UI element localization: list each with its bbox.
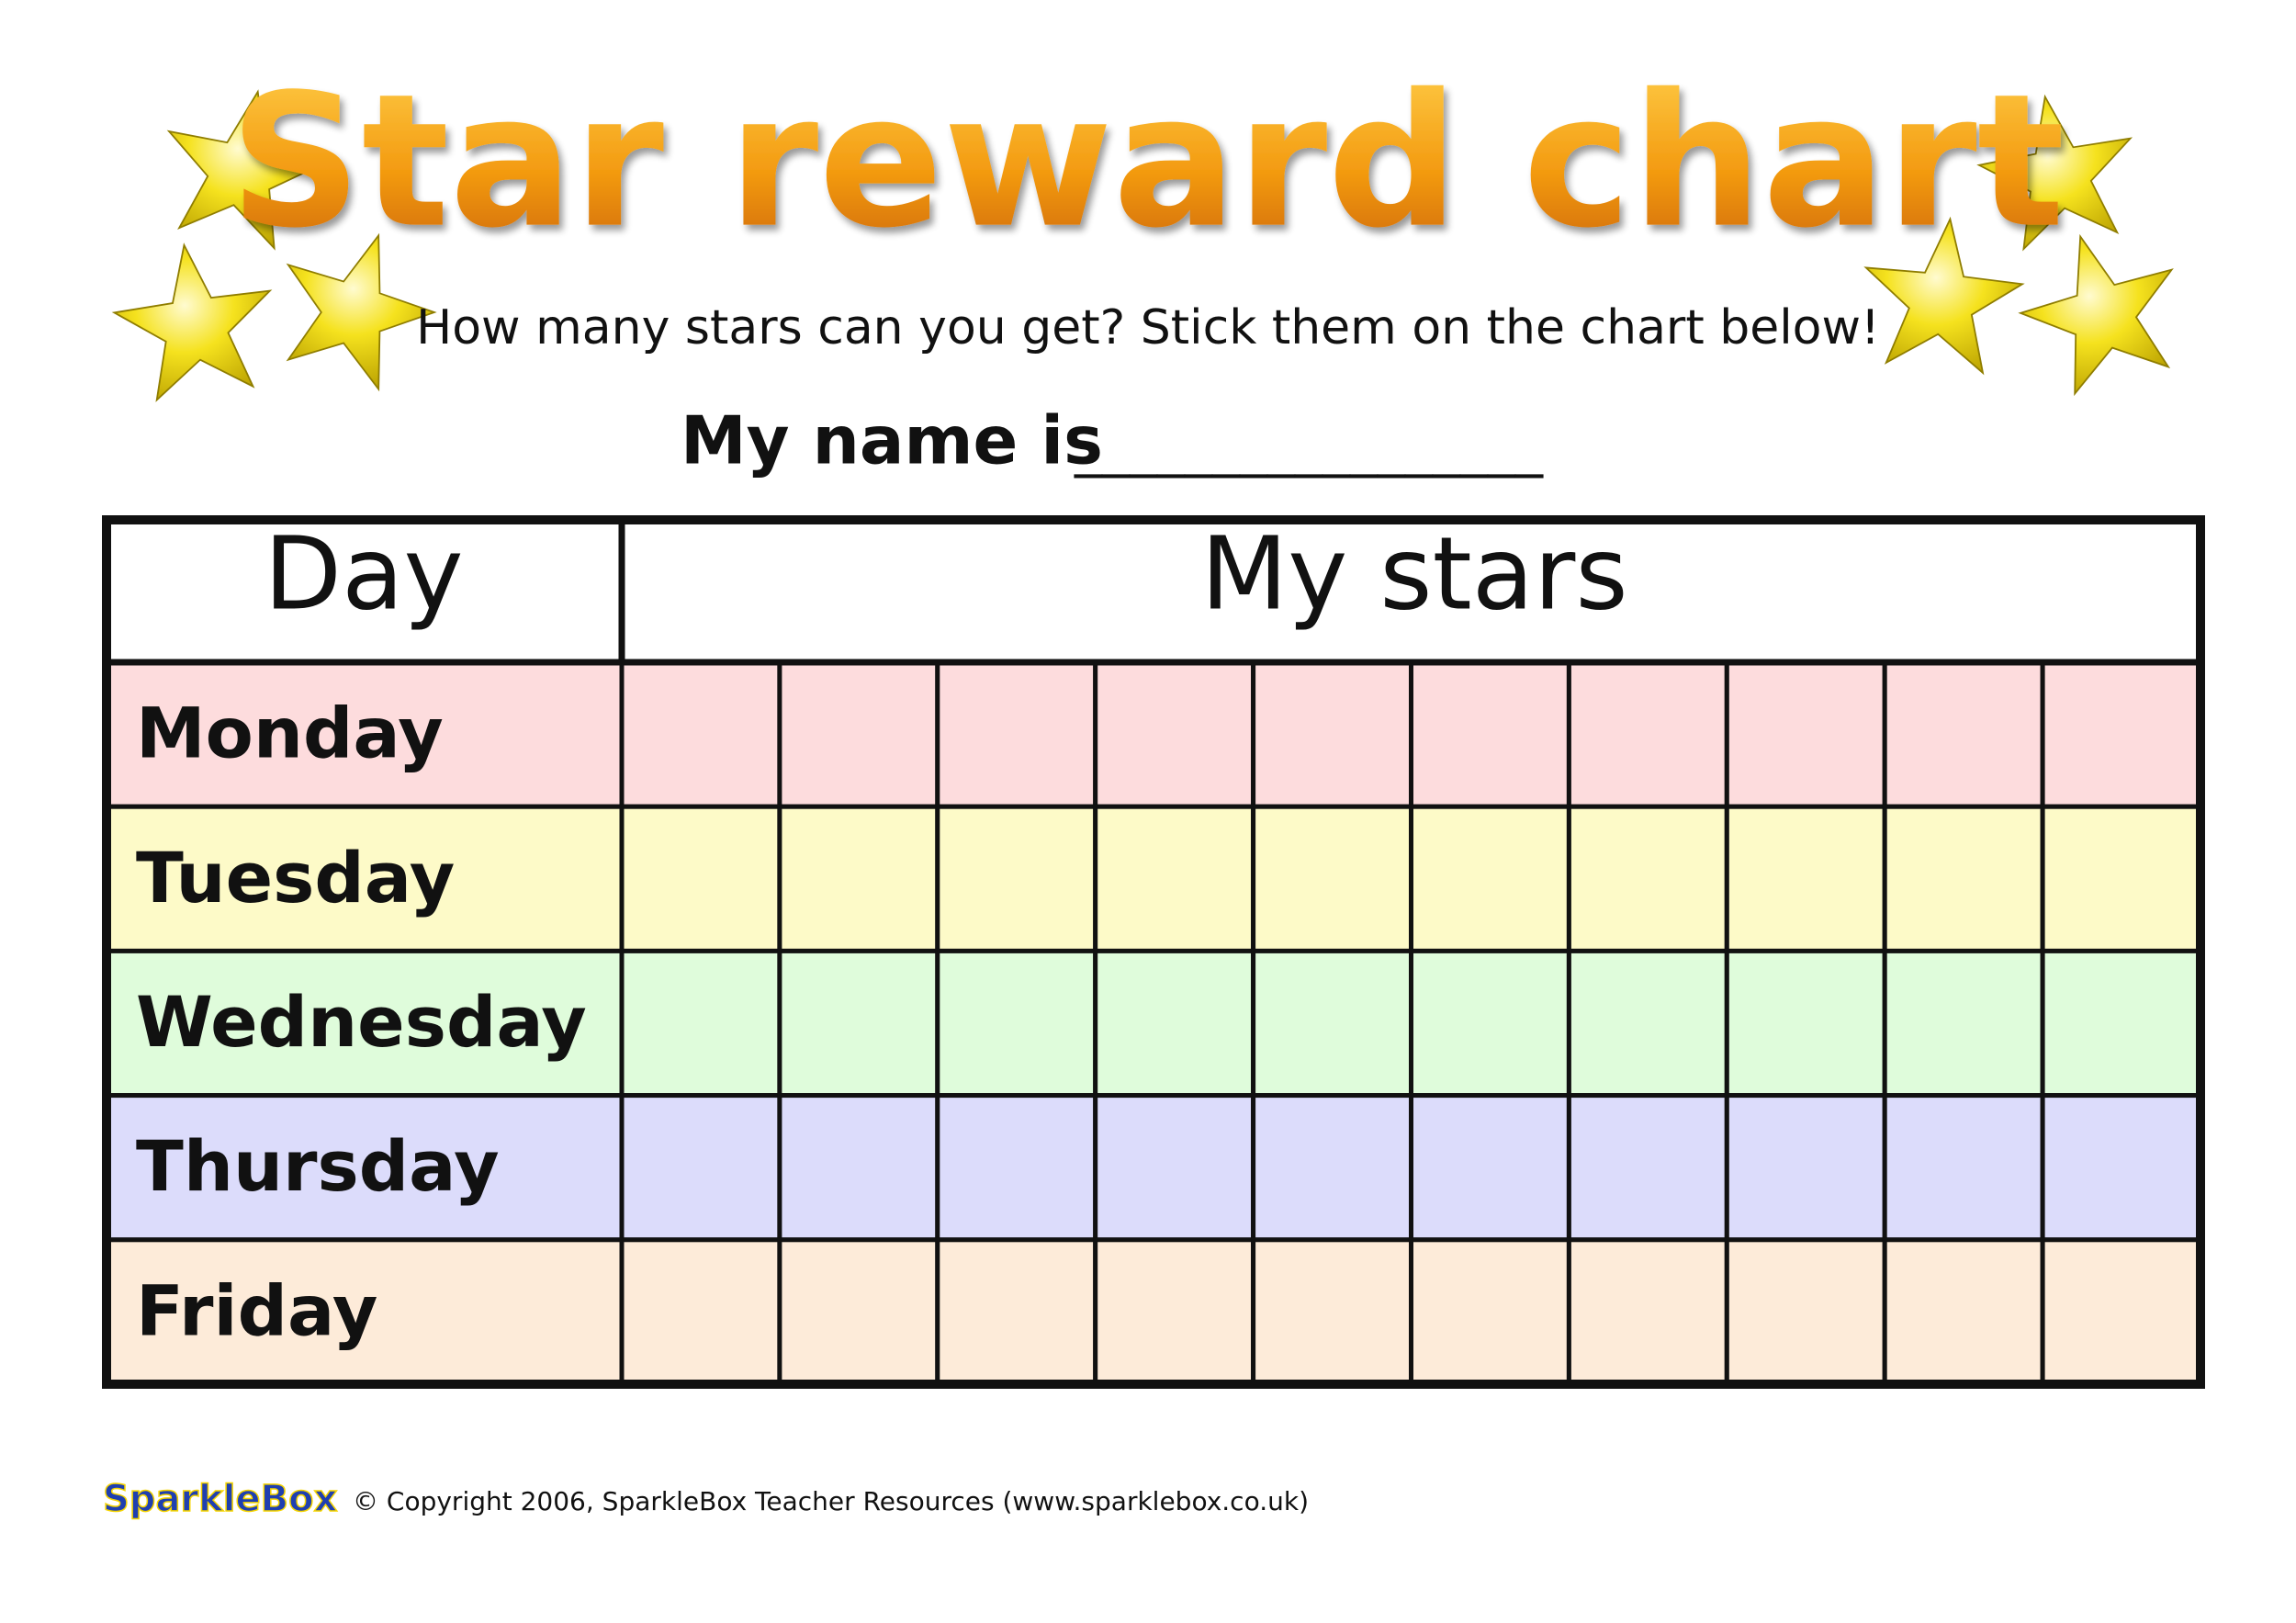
day-label: Friday [136,1269,377,1351]
star-cell [1093,1237,1256,1387]
reward-table: Day My stars Monday Tuesday Wednesday Thurs… [102,514,2205,1389]
star-cell [1251,948,1413,1099]
star-cell [935,804,1098,953]
name-blank: _________________ [1074,415,1544,479]
day-label: Tuesday [136,837,455,919]
star-cell [1251,1237,1413,1387]
star-cell [2040,1237,2203,1387]
star-cell [1409,1237,1571,1387]
star-cell [1093,948,1256,1099]
star-cell [1251,1093,1413,1243]
star-cell [619,1093,782,1243]
table-border [102,515,2205,1389]
star-cell [2040,948,2203,1099]
title: Star reward chart [230,55,2065,269]
star-cell [1882,1237,2045,1387]
star-cell [1251,804,1413,953]
star-cell [935,1237,1098,1387]
star-cell [619,1237,782,1387]
star-cell [777,659,940,809]
star-cell [1409,804,1571,953]
star-cell [1251,659,1413,809]
star-cell [1566,948,1729,1099]
star-cell [2040,1093,2203,1243]
star-cell [1409,659,1571,809]
star-cell [1882,804,2045,953]
star-cell [2040,804,2203,953]
day-label: Thursday [136,1125,500,1207]
column-header: My stars [1200,514,1627,632]
star-cell [1882,948,2045,1099]
star-cell [935,948,1098,1099]
star-cell [777,804,940,953]
star-cell [619,659,782,809]
star-cell [1093,1093,1256,1243]
star-cell [1724,1093,1887,1243]
star-cell [1566,1237,1729,1387]
star-cell [1566,1093,1729,1243]
star-cell [1093,804,1256,953]
name-prompt: My name is [681,402,1103,479]
star-cell [619,804,782,953]
day-cell [104,659,625,809]
star-cell [1724,1237,1887,1387]
star-cell [1724,804,1887,953]
star-cell [777,1093,940,1243]
star-cell [2040,659,2203,809]
star-cell [619,948,782,1099]
star-cell [1409,948,1571,1099]
day-cell [104,948,625,1099]
subtitle: How many stars can you get? Stick them o… [416,300,1880,355]
column-header: Day [264,514,463,632]
star-cell [1882,659,2045,809]
logo: SparkleBox [103,1478,338,1520]
star-cell [935,659,1098,809]
star-cell [1566,659,1729,809]
day-label: Wednesday [136,981,587,1063]
star-cell [1409,1093,1571,1243]
copyright: © Copyright 2006, SparkleBox Teacher Res… [353,1486,1309,1516]
star-cell [1724,948,1887,1099]
star-cell [935,1093,1098,1243]
day-label: Monday [136,693,444,774]
star-cell [1724,659,1887,809]
star-cell [1093,659,1256,809]
star-cell [1882,1093,2045,1243]
star-cell [777,948,940,1099]
star-cell [777,1237,940,1387]
star-cell [1566,804,1729,953]
day-cell [104,804,625,953]
